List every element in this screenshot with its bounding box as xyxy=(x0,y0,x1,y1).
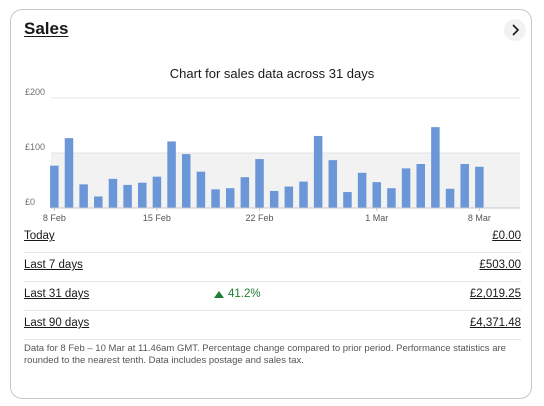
sales-card: Sales Chart for sales data across 31 day… xyxy=(10,9,532,399)
bar xyxy=(225,188,235,208)
row-amount[interactable]: £2,019.25 xyxy=(469,288,521,300)
bar xyxy=(79,184,88,208)
row-amount[interactable]: £503.00 xyxy=(479,259,521,271)
bar xyxy=(181,154,191,208)
open-sales-button[interactable] xyxy=(504,19,526,41)
row-label[interactable]: Today xyxy=(24,230,55,242)
sales-bar-chart: £0 £100 £200 8 Feb 15 Feb 22 Feb 1 Mar 8 Mar xyxy=(25,87,520,223)
bar xyxy=(211,189,220,208)
bar xyxy=(138,182,147,208)
bar xyxy=(123,184,132,208)
change-value: 41.2% xyxy=(228,288,261,300)
row-last-31-days: Last 31 days 41.2% £2,019.25 xyxy=(24,282,521,311)
bar xyxy=(50,165,59,208)
bar xyxy=(431,127,440,208)
chart-title: Chart for sales data across 31 days xyxy=(169,66,375,81)
bar xyxy=(357,172,367,208)
footnote: Data for 8 Feb – 10 Mar at 11.46am GMT. … xyxy=(24,343,506,366)
row-last-7-days: Last 7 days £503.00 xyxy=(24,253,521,282)
chevron-right-icon xyxy=(512,24,520,36)
arrow-up-icon xyxy=(214,290,224,298)
bar xyxy=(475,166,484,208)
bar xyxy=(269,190,279,208)
bar xyxy=(445,188,455,208)
bar xyxy=(416,164,425,208)
y-tick-label: £200 xyxy=(25,87,45,97)
y-tick-label: £0 xyxy=(25,197,35,207)
bar xyxy=(401,168,411,208)
row-label[interactable]: Last 90 days xyxy=(24,317,90,329)
bar xyxy=(284,186,294,208)
percentage-change: 41.2% xyxy=(214,288,261,300)
bar xyxy=(240,177,250,208)
y-tick-label: £100 xyxy=(25,142,45,152)
row-amount[interactable]: £4,371.48 xyxy=(469,317,521,329)
row-today: Today £0.00 xyxy=(24,224,521,253)
bar xyxy=(152,176,162,208)
bar xyxy=(196,171,206,208)
x-tick-label: 8 Mar xyxy=(468,213,491,223)
row-label[interactable]: Last 31 days xyxy=(24,288,90,300)
x-tick-label: 1 Mar xyxy=(365,213,388,223)
row-amount[interactable]: £0.00 xyxy=(492,230,521,242)
x-tick-label: 15 Feb xyxy=(143,213,171,223)
x-tick-label: 8 Feb xyxy=(43,213,66,223)
bar xyxy=(313,135,323,208)
bar xyxy=(299,181,308,208)
row-label[interactable]: Last 7 days xyxy=(24,259,83,271)
x-tick-label: 22 Feb xyxy=(246,213,274,223)
bar xyxy=(387,188,396,208)
row-last-90-days: Last 90 days £4,371.48 xyxy=(24,311,521,340)
bar xyxy=(108,178,118,208)
bar xyxy=(343,192,352,208)
bar xyxy=(64,138,74,208)
bar xyxy=(94,196,103,208)
bar xyxy=(167,141,176,208)
sales-title-link[interactable]: Sales xyxy=(24,19,69,38)
bar xyxy=(460,164,469,208)
bar xyxy=(328,160,338,208)
bar xyxy=(255,159,264,208)
bar xyxy=(372,182,382,208)
